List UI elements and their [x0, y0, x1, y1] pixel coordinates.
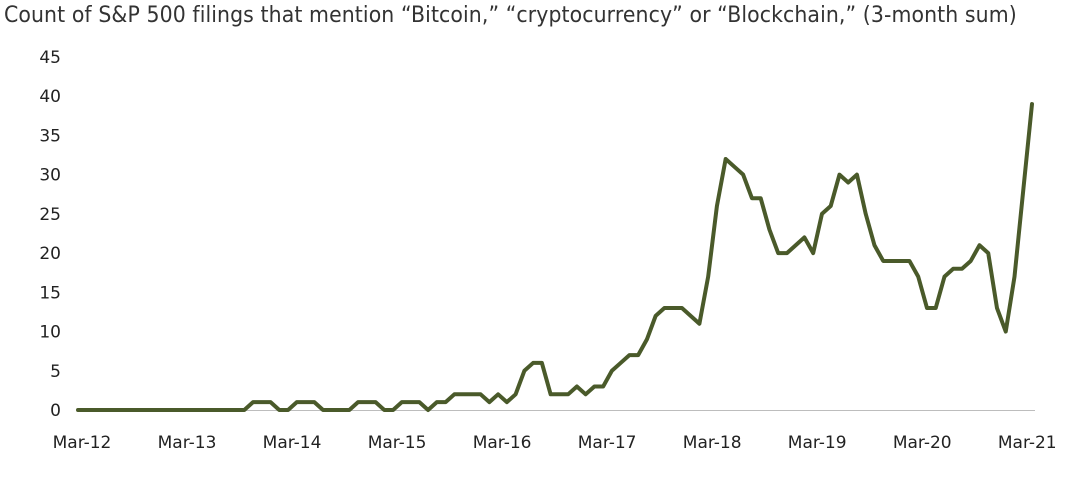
x-tick-label: Mar-19 [788, 433, 847, 453]
y-tick-label: 0 [50, 401, 61, 421]
y-tick-label: 15 [39, 283, 61, 303]
y-tick-label: 25 [39, 205, 61, 225]
y-tick-label: 40 [39, 87, 61, 107]
y-tick-label: 35 [39, 126, 61, 146]
y-tick-label: 20 [39, 244, 61, 264]
y-tick-label: 45 [39, 48, 61, 68]
y-tick-label: 5 [50, 362, 61, 382]
x-tick-label: Mar-15 [368, 433, 427, 453]
series-line [76, 102, 1034, 412]
y-axis: 0 5 10 15 20 25 30 35 40 45 [39, 48, 61, 421]
x-tick-label: Mar-17 [578, 433, 637, 453]
x-tick-label: Mar-14 [263, 433, 322, 453]
x-tick-label: Mar-16 [473, 433, 532, 453]
x-tick-label: Mar-13 [158, 433, 217, 453]
x-tick-label: Mar-12 [53, 433, 112, 453]
series-layer [76, 102, 1034, 412]
chart-title: Count of S&P 500 filings that mention “B… [4, 3, 1017, 28]
y-tick-label: 30 [39, 166, 61, 186]
x-tick-label: Mar-21 [998, 433, 1057, 453]
y-tick-label: 10 [39, 323, 61, 343]
x-tick-label: Mar-20 [893, 433, 952, 453]
x-axis: Mar-12 Mar-13 Mar-14 Mar-15 Mar-16 Mar-17 Mar-… [53, 410, 1057, 453]
x-tick-label: Mar-18 [683, 433, 742, 453]
